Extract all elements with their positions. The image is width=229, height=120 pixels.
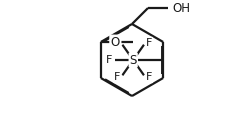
Text: F: F xyxy=(114,72,120,82)
Text: F: F xyxy=(114,38,120,48)
Text: F: F xyxy=(106,55,112,65)
Text: S: S xyxy=(129,54,136,66)
Text: F: F xyxy=(145,72,152,82)
Text: O: O xyxy=(110,36,119,48)
Text: OH: OH xyxy=(171,2,189,15)
Text: F: F xyxy=(145,38,152,48)
